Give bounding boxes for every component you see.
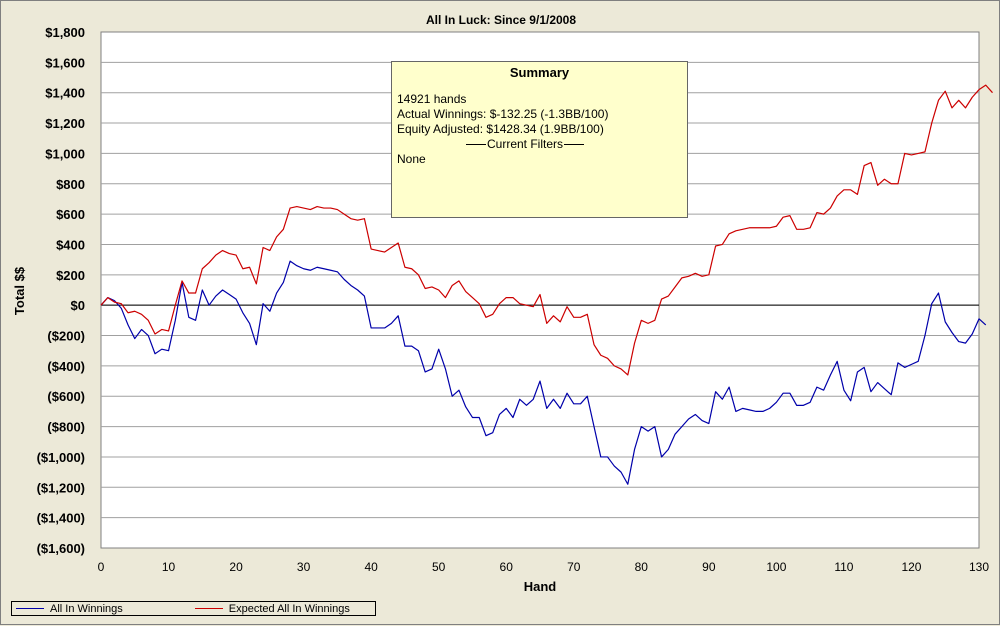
x-tick-label: 30 — [297, 560, 311, 574]
summary-filters-value: None — [397, 152, 426, 166]
y-tick-label: $1,000 — [45, 146, 85, 161]
filters-rule-right — [564, 144, 585, 145]
series-line-all-in-winnings — [100, 260, 987, 485]
x-tick-label: 60 — [500, 560, 514, 574]
x-tick-label: 70 — [567, 560, 581, 574]
legend-label-expected: Expected All In Winnings — [228, 602, 350, 615]
y-tick-label: $800 — [56, 177, 85, 192]
y-tick-label: ($200) — [47, 329, 85, 344]
x-tick-label: 130 — [969, 560, 989, 574]
y-tick-label: ($800) — [47, 420, 85, 435]
y-tick-label: $1,600 — [45, 55, 85, 70]
legend-item-actual: All In Winnings — [12, 603, 123, 615]
summary-hands: 14921 hands — [397, 92, 467, 106]
chart-title: All In Luck: Since 9/1/2008 — [426, 13, 576, 27]
y-tick-label: $1,800 — [45, 25, 85, 40]
chart-legend: All In Winnings Expected All In Winnings — [11, 601, 376, 616]
summary-box: Summary 14921 hands Actual Winnings: $-1… — [391, 61, 688, 218]
y-tick-label: ($1,400) — [37, 511, 85, 526]
x-tick-label: 110 — [834, 560, 853, 574]
x-tick-label: 50 — [432, 560, 446, 574]
y-tick-label: ($600) — [47, 389, 85, 404]
y-tick-label: $1,400 — [45, 86, 85, 101]
x-axis-label: Hand — [524, 579, 557, 594]
y-tick-label: $200 — [56, 268, 85, 283]
x-tick-label: 20 — [229, 560, 243, 574]
legend-label-actual: All In Winnings — [50, 602, 123, 615]
y-axis-label: Total $$ — [12, 266, 27, 315]
legend-swatch-actual — [16, 608, 44, 609]
series-line-expected-all-in-winnings — [100, 84, 993, 376]
summary-filters-label: Current Filters — [487, 137, 564, 151]
x-tick-label: 40 — [364, 560, 378, 574]
y-tick-label: ($1,000) — [37, 450, 85, 465]
legend-item-expected: Expected All In Winnings — [191, 603, 350, 615]
x-tick-label: 0 — [98, 560, 105, 574]
y-tick-label: $600 — [56, 207, 85, 222]
summary-filters-row: Current Filters — [392, 137, 687, 152]
filters-rule-left — [466, 144, 486, 145]
x-axis-ticks: 0 10 20 30 40 50 60 70 80 90 100 110 120 130 — [98, 560, 990, 574]
y-tick-label: $1,200 — [45, 116, 85, 131]
y-tick-label: ($1,200) — [37, 480, 85, 495]
y-tick-label: $400 — [56, 237, 85, 252]
y-tick-label: ($400) — [47, 359, 85, 374]
x-tick-label: 80 — [635, 560, 649, 574]
summary-equity-adjusted: Equity Adjusted: $1428.34 (1.9BB/100) — [397, 122, 604, 136]
y-tick-label: ($1,600) — [37, 541, 85, 556]
summary-actual-winnings: Actual Winnings: $-132.25 (-1.3BB/100) — [397, 107, 609, 121]
summary-title: Summary — [509, 65, 570, 80]
legend-swatch-expected — [194, 608, 223, 609]
x-tick-label: 10 — [162, 560, 176, 574]
y-tick-label: $0 — [71, 298, 85, 313]
y-axis-ticks: $1,800 $1,600 $1,400 $1,200 $1,000 $800 $600 $4… — [37, 25, 85, 556]
x-tick-label: 90 — [702, 560, 716, 574]
series-lines — [100, 84, 993, 485]
x-tick-label: 100 — [766, 560, 786, 574]
x-tick-label: 120 — [901, 560, 921, 574]
